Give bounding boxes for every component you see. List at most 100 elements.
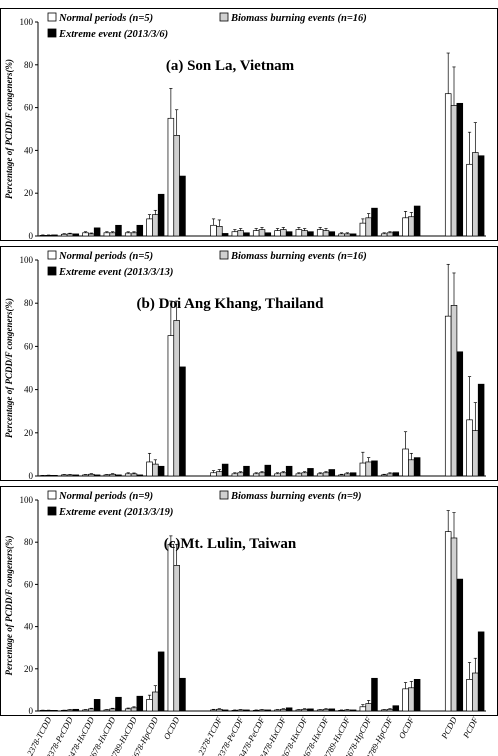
bar xyxy=(124,232,132,237)
legend-label: Extreme event (2013/3/6) xyxy=(58,29,168,40)
panel-frame xyxy=(0,486,498,716)
bar xyxy=(146,699,153,712)
bar xyxy=(93,227,101,237)
bar xyxy=(402,688,409,712)
bar xyxy=(152,691,159,712)
bar xyxy=(349,709,357,712)
legend-swatch xyxy=(219,12,229,22)
bar xyxy=(349,472,357,477)
bar xyxy=(258,472,266,477)
bar xyxy=(179,677,186,712)
y-tick-label: 80 xyxy=(24,537,34,547)
bar xyxy=(380,709,388,712)
legend-swatch xyxy=(219,250,229,260)
bar xyxy=(365,703,372,712)
bar xyxy=(392,705,400,712)
bar xyxy=(477,155,485,237)
bar xyxy=(243,709,250,712)
panel-title: (a) Son La, Vietnam xyxy=(166,58,295,74)
bar xyxy=(130,232,138,237)
bar xyxy=(450,105,458,237)
legend-swatch xyxy=(219,490,229,500)
bar xyxy=(274,230,281,237)
y-tick-label: 20 xyxy=(24,428,34,438)
bar xyxy=(66,709,74,712)
x-category-label: PCDD xyxy=(439,714,460,741)
bar xyxy=(221,709,229,712)
y-tick-label: 100 xyxy=(20,255,34,265)
bar xyxy=(295,709,303,712)
legend-label: Biomass burning events (n=9) xyxy=(230,491,362,502)
bar xyxy=(344,233,351,237)
bar xyxy=(466,419,473,477)
bar xyxy=(179,366,186,477)
bar xyxy=(157,465,165,477)
bar xyxy=(380,474,388,477)
bar xyxy=(115,474,122,477)
bar xyxy=(328,708,336,712)
bar xyxy=(173,320,180,477)
bar xyxy=(365,217,372,237)
y-axis-label: Percentage of PCDD/F congeners(%) xyxy=(4,535,14,675)
bar xyxy=(103,709,111,712)
bar xyxy=(66,233,74,237)
legend-swatch xyxy=(47,28,57,38)
bar xyxy=(392,231,400,237)
legend-label: Extreme event (2013/3/13) xyxy=(58,267,173,278)
bar xyxy=(243,465,250,477)
bar xyxy=(280,229,287,237)
legend-swatch xyxy=(47,506,57,516)
bar xyxy=(466,678,473,712)
bar xyxy=(477,631,485,712)
bar xyxy=(130,473,138,477)
bar xyxy=(51,710,58,712)
legend-label: Normal periods (n=9) xyxy=(58,491,153,502)
bar xyxy=(408,459,415,477)
bar xyxy=(413,205,421,237)
bar xyxy=(280,708,287,712)
bar xyxy=(316,473,324,477)
y-tick-label: 100 xyxy=(20,495,34,505)
bar xyxy=(115,224,122,237)
bar xyxy=(252,473,260,477)
bar xyxy=(274,709,281,712)
bar xyxy=(386,473,394,477)
bar xyxy=(124,473,132,477)
y-axis-label: Percentage of PCDD/F congeners(%) xyxy=(4,298,14,438)
y-axis-label: Percentage of PCDD/F congeners(%) xyxy=(4,59,14,199)
bar xyxy=(444,531,452,712)
bar xyxy=(322,230,330,237)
bar xyxy=(258,709,266,712)
bar xyxy=(146,461,153,477)
bar xyxy=(307,231,314,237)
bar xyxy=(136,224,144,237)
bar xyxy=(466,163,473,237)
bar xyxy=(93,699,101,712)
bar xyxy=(210,224,217,237)
legend-label: Normal periods (n=5) xyxy=(58,13,153,24)
y-tick-label: 0 xyxy=(29,471,34,481)
bar xyxy=(264,232,272,237)
bar xyxy=(295,473,303,477)
bar xyxy=(301,230,308,237)
legend-swatch xyxy=(47,12,57,22)
panel-frame xyxy=(0,8,498,241)
bar xyxy=(115,696,122,712)
bar xyxy=(136,474,144,477)
bar xyxy=(39,235,47,237)
bar xyxy=(450,305,458,477)
bar xyxy=(72,708,80,712)
bar xyxy=(413,678,421,712)
bar xyxy=(285,231,293,237)
bar xyxy=(301,472,308,477)
panel-title: (c)Mt. Lulin, Taiwan xyxy=(164,536,297,552)
bar xyxy=(456,351,464,477)
bar xyxy=(210,472,217,477)
bar xyxy=(392,472,400,477)
bar xyxy=(456,102,464,237)
bar xyxy=(60,233,68,237)
panel-frame xyxy=(0,246,498,481)
bar xyxy=(136,695,144,712)
bar xyxy=(237,709,244,712)
